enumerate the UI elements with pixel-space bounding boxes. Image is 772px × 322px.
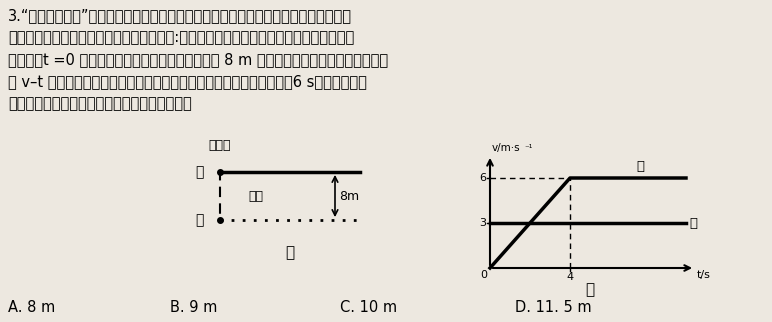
Text: 甲: 甲: [689, 216, 697, 230]
Text: 起点: 起点: [248, 190, 263, 203]
Text: 乙: 乙: [636, 159, 644, 173]
Text: 4: 4: [567, 272, 574, 282]
Text: 如图甲，t =0 时两名同学同时从起跑线沿两条相距 8 m 的平行直线跑道向同一方向运动，: 如图甲，t =0 时两名同学同时从起跑线沿两条相距 8 m 的平行直线跑道向同一…: [8, 52, 388, 67]
Text: 3: 3: [479, 218, 486, 228]
Text: 6: 6: [479, 173, 486, 183]
Text: A. 8 m: A. 8 m: [8, 300, 56, 315]
Text: C. 10 m: C. 10 m: [340, 300, 397, 315]
Text: 乙: 乙: [195, 213, 204, 227]
Text: 起跑线: 起跑线: [208, 139, 232, 152]
Text: 8m: 8m: [339, 190, 359, 203]
Text: ⁻¹: ⁻¹: [524, 144, 533, 153]
Text: t/s: t/s: [697, 270, 711, 280]
Text: D. 11. 5 m: D. 11. 5 m: [515, 300, 591, 315]
Text: 离，某兴趣小组甲乙两同学完成了以下实验:甲同学携带手机，乙同学佩戴无线蓝牙耳机，: 离，某兴趣小组甲乙两同学完成了以下实验:甲同学携带手机，乙同学佩戴无线蓝牙耳机，: [8, 30, 354, 45]
Text: 其 v–t 图像如图乙，测得整个运动过程中手机连接蓝牙耳机的总时间为6 s，忽略蓝牙耳: 其 v–t 图像如图乙，测得整个运动过程中手机连接蓝牙耳机的总时间为6 s，忽略…: [8, 74, 367, 89]
Text: B. 9 m: B. 9 m: [170, 300, 218, 315]
Text: 机连接和断开所需要的时间，则最远连接距离为: 机连接和断开所需要的时间，则最远连接距离为: [8, 96, 191, 111]
Text: v/m·s: v/m·s: [492, 143, 520, 153]
Text: 甲: 甲: [195, 165, 204, 179]
Text: 乙: 乙: [585, 282, 594, 297]
Text: 3.“无线蓝牙耳机”可在一定距离内实现与手机的无线连接。为了探究无线连接的最远距: 3.“无线蓝牙耳机”可在一定距离内实现与手机的无线连接。为了探究无线连接的最远距: [8, 8, 352, 23]
Text: 0: 0: [480, 270, 487, 280]
Text: 甲: 甲: [286, 245, 295, 260]
